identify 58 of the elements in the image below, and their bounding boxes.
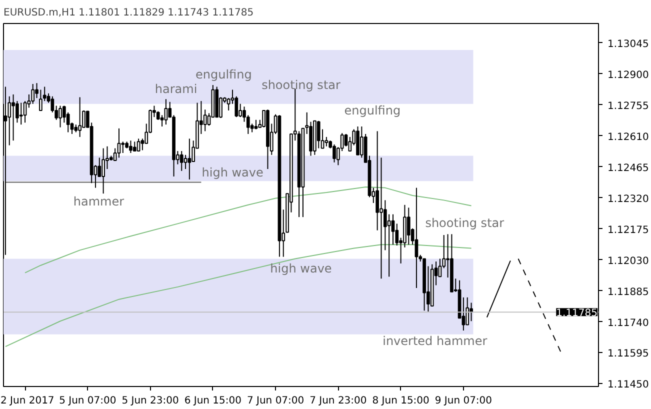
x-tick-label: 6 Jun 15:00	[184, 396, 242, 406]
y-tick-label: 1.13045	[608, 38, 649, 50]
annotation: shooting star	[262, 78, 340, 92]
x-tick-label: 2 Jun 2017	[0, 396, 54, 406]
annotation: engulfing	[195, 67, 252, 82]
y-tick-label: 1.12610	[608, 132, 649, 143]
candlestick	[39, 89, 42, 111]
candlestick	[19, 102, 23, 126]
candlestick	[203, 109, 207, 132]
annotation: harami	[154, 82, 198, 96]
candlestick	[58, 105, 62, 128]
candlestick	[78, 96, 82, 138]
candlestick	[31, 83, 35, 104]
y-tick-label: 1.12755	[608, 100, 649, 112]
x-tick-label: 7 Jun 07:00	[246, 396, 304, 406]
annotation: engulfing	[344, 104, 401, 118]
candlestick	[121, 141, 125, 154]
candlestick	[332, 144, 336, 163]
candlestick	[136, 138, 140, 152]
candlestick	[180, 150, 184, 172]
candlestick	[316, 120, 320, 149]
y-tick-label: 1.12465	[608, 162, 649, 174]
y-tick-label: 1.12030	[608, 256, 649, 267]
candlestick	[356, 126, 360, 156]
candlestick	[12, 94, 15, 142]
candlestick	[254, 119, 258, 130]
annotation: inverted hammer	[382, 334, 488, 348]
x-tick-label: 9 Jun 07:00	[434, 396, 492, 406]
y-tick-label: 1.11885	[608, 286, 649, 298]
annotation: shooting star	[425, 216, 504, 230]
candlestick	[132, 141, 136, 152]
candlestick	[406, 207, 410, 246]
y-tick-label: 1.11740	[608, 318, 649, 329]
x-tick-label: 7 Jun 23:00	[310, 396, 367, 406]
x-tick-label: 5 Jun 23:00	[122, 396, 179, 406]
candlestick	[117, 128, 121, 158]
candlestick	[102, 148, 105, 194]
candlestick	[438, 258, 442, 278]
y-tick-label: 1.11450	[608, 380, 649, 391]
candlestick	[184, 154, 188, 170]
candlestick	[324, 136, 328, 147]
y-tick-label: 1.12900	[608, 70, 649, 81]
candlestick	[380, 157, 383, 280]
candlestick	[129, 140, 132, 154]
y-tick-label: 1.11595	[608, 348, 649, 360]
y-tick-label: 1.12320	[608, 194, 649, 205]
annotation: hammer	[73, 194, 124, 208]
x-tick-label: 5 Jun 07:00	[59, 396, 116, 406]
candlestick	[391, 214, 395, 246]
candlestick	[414, 187, 418, 289]
chart-title: EURUSD.m,H1 1.11801 1.11829 1.11743 1.11785	[4, 8, 254, 18]
annotation: high wave	[270, 262, 332, 276]
candlestick	[188, 138, 192, 180]
x-tick-label: 8 Jun 15:00	[372, 396, 430, 406]
annotation: high wave	[202, 165, 264, 180]
candlestick	[35, 82, 38, 99]
y-tick-label: 1.12175	[608, 224, 649, 236]
candlestick	[164, 98, 168, 126]
